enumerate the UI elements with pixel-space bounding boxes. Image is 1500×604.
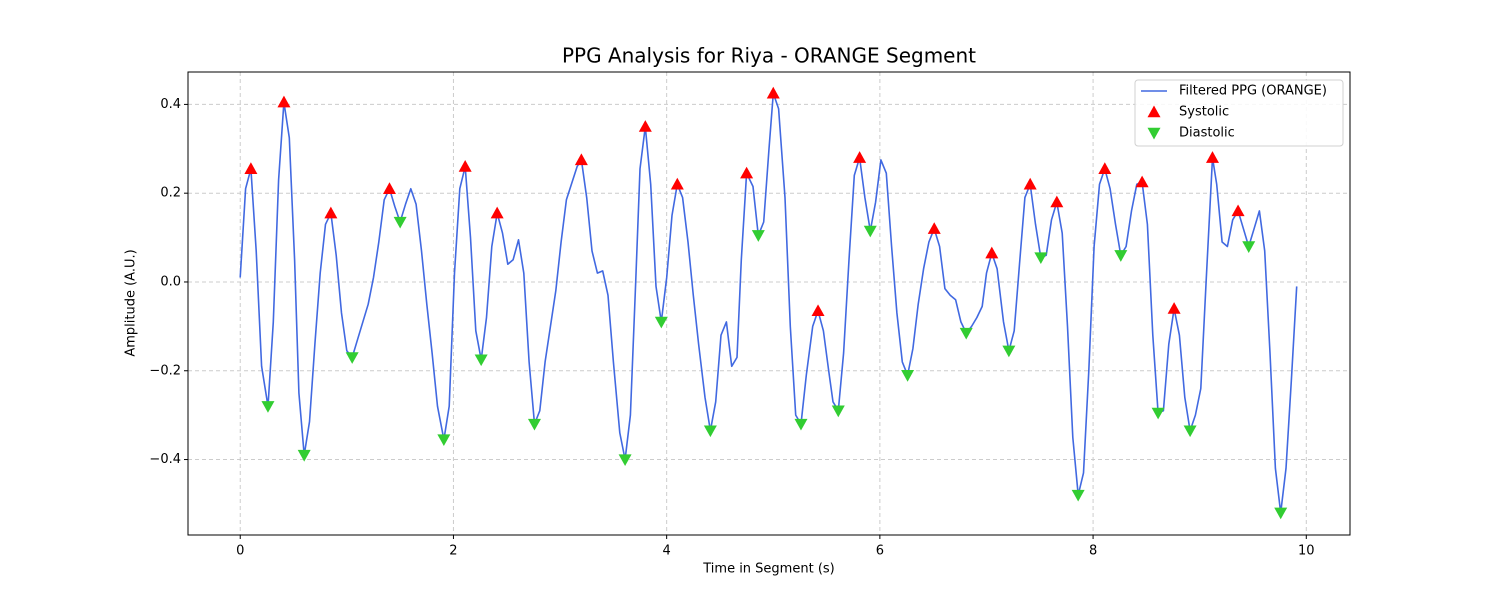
- diastolic-marker: [703, 425, 717, 438]
- systolic-marker: [766, 86, 780, 99]
- diastolic-marker: [393, 216, 407, 229]
- ppg-line: [239, 92, 1298, 514]
- y-tick-label: −0.2: [149, 363, 181, 378]
- systolic-marker: [670, 177, 684, 190]
- diastolic-marker: [1071, 489, 1085, 502]
- diastolic-marker: [751, 230, 765, 242]
- systolic-marker: [927, 222, 941, 234]
- diastolic-marker: [863, 225, 877, 238]
- x-tick-label: 6: [876, 544, 884, 559]
- x-tick-label: 2: [449, 544, 457, 559]
- systolic-marker: [985, 246, 999, 259]
- diastolic-marker: [474, 354, 488, 367]
- legend-label: Systolic: [1179, 105, 1229, 120]
- systolic-marker: [1098, 162, 1112, 174]
- legend-swatch: [1147, 127, 1161, 140]
- systolic-marker: [1205, 151, 1219, 163]
- legend-box: [1134, 79, 1344, 147]
- systolic-marker: [277, 95, 291, 108]
- y-axis-label: Amplitude (A.U.): [124, 249, 139, 356]
- diastolic-marker: [1002, 345, 1016, 358]
- diastolic-marker: [654, 316, 668, 329]
- x-tick-label: 4: [663, 544, 671, 559]
- systolic-marker: [382, 182, 396, 194]
- systolic-marker: [574, 153, 588, 166]
- systolic-marker: [1167, 302, 1181, 314]
- diastolic-marker: [1034, 252, 1048, 265]
- diastolic-marker: [794, 418, 808, 431]
- systolic-marker: [324, 206, 338, 219]
- plot-frame: [187, 71, 1351, 536]
- chart-title: PPG Analysis for Riya - ORANGE Segment: [562, 44, 976, 68]
- diastolic-marker: [1242, 241, 1256, 253]
- diastolic-marker: [959, 327, 973, 340]
- diastolic-marker: [618, 454, 632, 467]
- legend-label: Filtered PPG (ORANGE): [1179, 84, 1327, 99]
- diastolic-marker: [345, 352, 359, 364]
- diastolic-marker: [437, 434, 451, 447]
- y-tick-label: 0.2: [160, 186, 181, 201]
- y-tick-label: −0.4: [149, 452, 181, 467]
- legend-swatch: [1147, 105, 1161, 118]
- systolic-marker: [244, 162, 258, 174]
- systolic-marker: [1231, 204, 1245, 217]
- diastolic-marker: [901, 369, 915, 382]
- systolic-marker: [1023, 177, 1037, 190]
- systolic-marker: [811, 304, 825, 317]
- diastolic-marker: [1114, 250, 1128, 262]
- systolic-marker: [490, 206, 504, 219]
- x-axis-label: Time in Segment (s): [702, 562, 834, 577]
- systolic-marker: [1135, 175, 1149, 188]
- y-tick-label: 0.0: [160, 274, 181, 289]
- x-tick-label: 0: [236, 544, 244, 559]
- x-tick-label: 8: [1089, 544, 1097, 559]
- diastolic-marker: [1183, 425, 1197, 438]
- diastolic-marker: [297, 449, 311, 462]
- diastolic-marker: [527, 418, 541, 431]
- systolic-marker: [853, 151, 867, 163]
- systolic-marker: [1050, 195, 1064, 208]
- systolic-marker: [740, 166, 754, 179]
- diastolic-marker: [1274, 507, 1288, 520]
- diastolic-marker: [1151, 407, 1165, 420]
- diastolic-marker: [831, 405, 845, 418]
- x-tick-label: 10: [1298, 544, 1315, 559]
- systolic-marker: [458, 160, 472, 172]
- y-tick-label: 0.4: [160, 97, 181, 112]
- legend-label: Diastolic: [1179, 126, 1235, 141]
- systolic-marker: [638, 120, 652, 132]
- diastolic-marker: [261, 401, 275, 413]
